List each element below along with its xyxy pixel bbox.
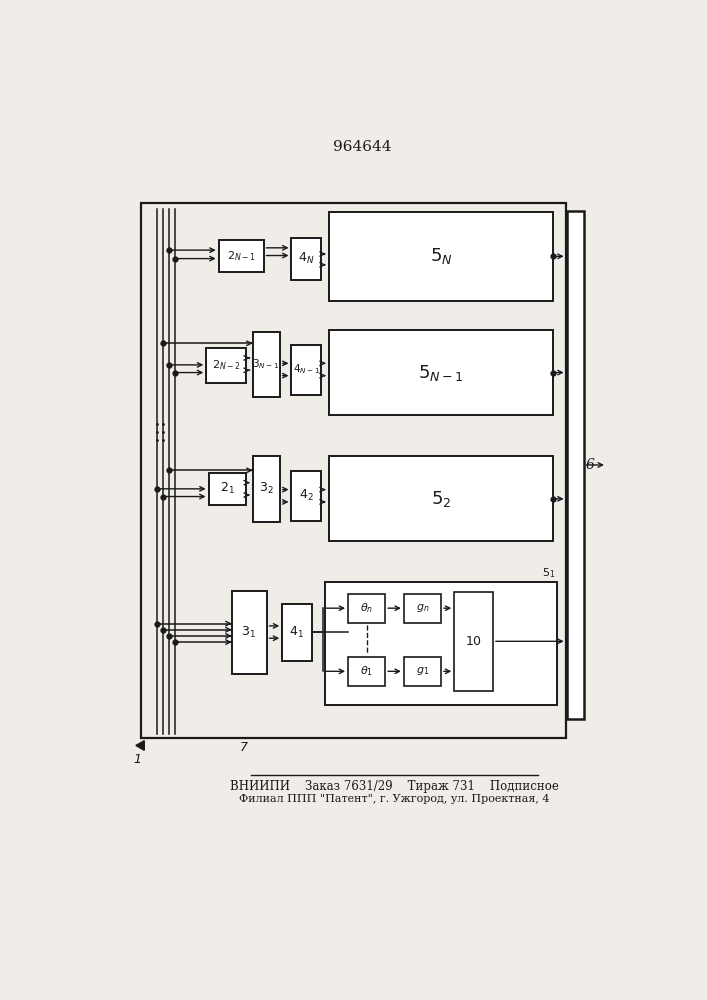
Bar [329, 330, 554, 415]
Bar [252, 332, 280, 397]
Text: $4_2$: $4_2$ [299, 488, 313, 503]
Text: $2_{N-1}$: $2_{N-1}$ [227, 249, 255, 263]
Bar [329, 212, 554, 301]
Text: 1: 1 [133, 753, 141, 766]
Bar [206, 348, 247, 383]
Bar [252, 456, 280, 522]
Bar [325, 582, 557, 705]
Text: $5_2$: $5_2$ [431, 489, 451, 509]
Bar [141, 203, 566, 738]
Text: $5_N$: $5_N$ [430, 246, 452, 266]
Bar [404, 594, 441, 623]
Text: $g_n$: $g_n$ [416, 602, 429, 614]
Text: $3_2$: $3_2$ [259, 481, 273, 496]
Text: ВНИИПИ    Заказ 7631/29    Тираж 731    Подписное: ВНИИПИ Заказ 7631/29 Тираж 731 Подписное [230, 780, 559, 793]
Text: 7: 7 [240, 741, 247, 754]
Bar [566, 211, 583, 719]
Bar [329, 456, 554, 541]
Bar [348, 657, 385, 686]
Bar [209, 473, 246, 505]
Bar [348, 594, 385, 623]
Bar [282, 604, 312, 661]
Text: 6: 6 [585, 458, 595, 472]
Text: $4_{N-1}$: $4_{N-1}$ [293, 363, 320, 376]
Bar [291, 238, 321, 280]
Text: $2_{N-2}$: $2_{N-2}$ [212, 358, 240, 372]
Text: $5_1$: $5_1$ [542, 566, 556, 580]
Text: 964644: 964644 [333, 140, 391, 154]
Text: Филиал ППП "Патент", г. Ужгород, ул. Проектная, 4: Филиал ППП "Патент", г. Ужгород, ул. Про… [239, 794, 550, 804]
Text: $5_{N-1}$: $5_{N-1}$ [419, 363, 464, 383]
Text: $4_1$: $4_1$ [289, 624, 304, 640]
Bar [291, 471, 321, 521]
Text: $g_1$: $g_1$ [416, 665, 429, 677]
Bar [291, 345, 321, 395]
Text: $2_1$: $2_1$ [220, 481, 235, 496]
Bar [454, 592, 493, 691]
Text: $\theta_n$: $\theta_n$ [360, 601, 373, 615]
Text: $10$: $10$ [465, 635, 482, 648]
Text: $4_N$: $4_N$ [298, 251, 315, 266]
Text: $3_1$: $3_1$ [241, 625, 256, 640]
Text: $\theta_1$: $\theta_1$ [360, 664, 373, 678]
Bar [218, 240, 264, 272]
Bar [404, 657, 441, 686]
Text: $3_{N-1}$: $3_{N-1}$ [252, 357, 279, 371]
Bar [232, 591, 267, 674]
